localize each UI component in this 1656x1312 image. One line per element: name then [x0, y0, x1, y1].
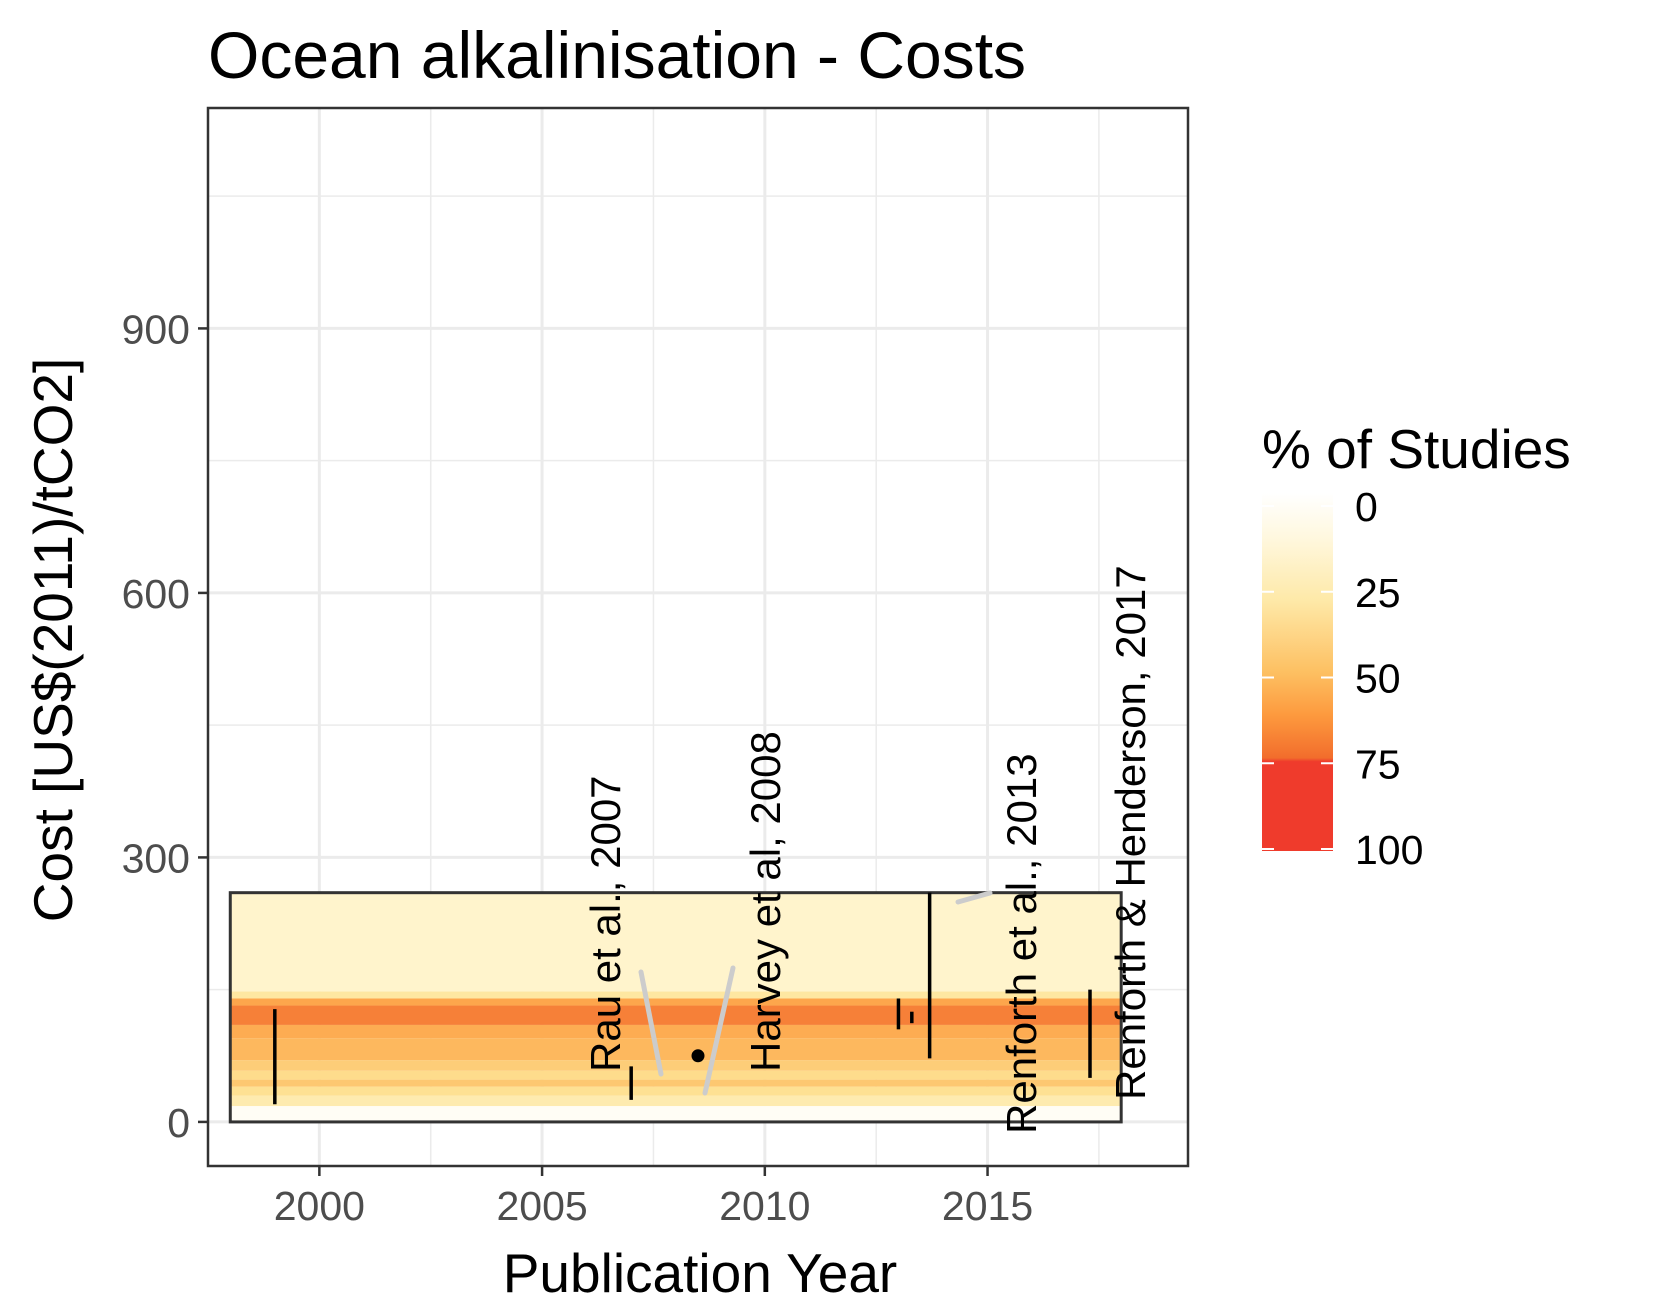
chart-title: Ocean alkalinisation - Costs [208, 18, 1026, 92]
density-band [230, 892, 1122, 992]
label-leader-line [955, 890, 993, 905]
y-tick-label: 0 [167, 1100, 190, 1146]
legend-label: 50 [1355, 656, 1401, 702]
x-tick-label: 2000 [274, 1183, 365, 1229]
density-band [230, 1095, 1122, 1107]
density-band [230, 1024, 1122, 1039]
legend-label: 100 [1355, 827, 1423, 873]
y-tick-label: 300 [122, 835, 190, 881]
density-band [230, 1086, 1122, 1096]
density-band [230, 1106, 1122, 1122]
x-axis-title: Publication Year [503, 1242, 897, 1304]
panel-border [206, 106, 1190, 1168]
x-tick-label: 2015 [942, 1183, 1033, 1229]
study-marks [273, 892, 1092, 1105]
study-label: Harvey et al, 2008 [742, 731, 789, 1072]
legend-label: 0 [1355, 484, 1378, 530]
density-band [230, 991, 1122, 999]
legend-title: % of Studies [1262, 418, 1571, 480]
legend: % of Studies 0 25 50 75 100 [1262, 418, 1571, 873]
study-labels: Rau et al., 2007 Harvey et al, 2008 Renfor… [582, 565, 1154, 1134]
label-leader-line [702, 965, 736, 1096]
axes: 2000 2005 2010 2015 0 300 600 900 [122, 106, 1190, 1229]
density-band [230, 1038, 1122, 1061]
density-bands [228, 891, 1123, 1124]
density-band [230, 1005, 1122, 1025]
legend-label: 25 [1355, 570, 1401, 616]
label-leader-line [638, 969, 664, 1077]
density-band [230, 1070, 1122, 1080]
study-label: Renforth et al., 2013 [998, 753, 1045, 1134]
y-tick-label: 900 [122, 306, 190, 352]
study-label: Rau et al., 2007 [582, 775, 629, 1072]
y-axis-title: Cost [US$(2011)/tCO2] [22, 358, 84, 922]
density-band [230, 998, 1122, 1006]
density-band [230, 1079, 1122, 1087]
study-point [691, 1049, 705, 1063]
legend-colorbar [1262, 493, 1333, 851]
density-band [230, 1060, 1122, 1071]
legend-label: 75 [1355, 741, 1401, 787]
x-tick-label: 2005 [496, 1183, 587, 1229]
y-tick-label: 600 [122, 571, 190, 617]
study-label: Renforth & Henderson, 2017 [1107, 565, 1154, 1100]
x-tick-label: 2010 [719, 1183, 810, 1229]
overall-range-box [228, 891, 1123, 1124]
